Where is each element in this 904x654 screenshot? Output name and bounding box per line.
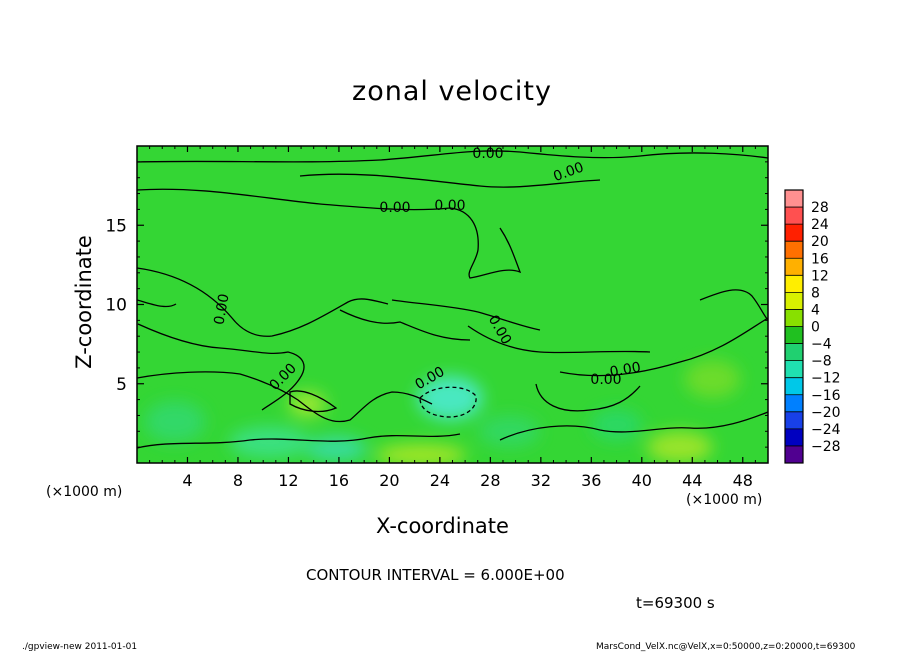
contour-line [137,267,389,337]
x-axis-unit-right: (×1000 m) [686,492,763,508]
colorbar-label: −28 [811,439,841,455]
colorbar-label: −20 [811,405,841,421]
colorbar-label: 8 [811,285,820,301]
x-tick-label: 24 [430,471,450,490]
contour-line [391,299,541,331]
colorbar-label: −16 [811,388,841,404]
x-axis-label: X-coordinate [376,514,509,538]
x-axis: 4 8 12 16 20 24 28 32 36 40 44 48 [149,146,756,490]
x-tick-label: 12 [278,471,298,490]
field-anomaly [684,359,741,399]
colorbar-swatch [785,445,803,464]
time-label: t=69300 s [636,594,715,612]
x-tick-label: 16 [329,471,349,490]
contour-line [137,371,433,423]
contour-lines [137,150,768,449]
colorbar-label: 4 [811,302,820,318]
field-anomaly [417,375,483,421]
colorbar-swatch [785,309,803,327]
field-anomaly [375,443,467,463]
colorbar-label: 20 [811,234,829,250]
colorbar-swatch [785,360,803,378]
colorbar-swatch [785,394,803,413]
colorbar-label: 0 [811,320,820,336]
field-anomaly [144,401,206,443]
field-anomaly [229,426,310,459]
colorbar-swatch [785,377,803,396]
contour-label: 0.00 [211,293,232,326]
contour-label: 0.00 [609,359,642,380]
x-tick-label: 8 [233,471,243,490]
x-axis-unit-left: (×1000 m) [46,484,123,500]
contour-line [699,289,768,321]
contour-line [289,390,338,413]
y-tick-label: 15 [105,216,127,236]
footer-data-source: MarsCond_VelX.nc@VelX,x=0:50000,z=0:2000… [596,642,856,652]
contour-line [137,299,177,308]
contour-line [559,317,768,377]
field-anomaly [646,431,713,463]
y-tick-label: 10 [105,296,127,316]
colorbar-label: −12 [811,371,841,387]
x-tick-label: 44 [682,471,702,490]
colorbar-swatch [785,241,803,259]
colorbar-swatch [785,224,803,242]
colorbar-swatch [785,258,803,276]
field-anomaly [479,415,540,448]
contour-line [467,325,651,354]
contour-label: 0.00 [590,372,621,388]
x-tick-label: 28 [480,471,500,490]
contour-line [137,188,522,279]
field-anomaly [288,391,327,418]
contour-line [299,173,601,188]
y-axis-label: Z-coordinate [72,235,96,369]
colorbar-swatch [785,190,803,208]
colorbar-label: −8 [811,354,832,370]
contour-line [339,309,471,341]
contour-line [419,386,477,418]
x-tick-label: 4 [182,471,192,490]
x-tick-label: 20 [379,471,399,490]
field-anomaly [306,436,367,462]
velocity-field [144,359,741,463]
y-axis: 5 10 15 [105,161,768,448]
contour-label: 0.00 [379,200,410,216]
y-tick-label: 5 [116,375,127,395]
contour-label: 0.00 [472,146,503,162]
contour-line [137,433,461,449]
colorbar-label: 12 [811,268,829,284]
x-tick-label: 48 [733,471,753,490]
contour-line [499,411,768,441]
x-tick-label: 32 [531,471,551,490]
x-tick-label: 36 [581,471,601,490]
contour-line [137,323,305,411]
colorbar-swatch [785,326,803,344]
field-anomaly [591,409,642,441]
contour-line [137,150,768,163]
chart-title: zonal velocity [352,76,552,107]
contour-label: 0.00 [434,198,465,214]
colorbar-swatch [785,275,803,293]
colorbar-swatch [785,292,803,310]
colorbar-label: −4 [811,337,832,353]
x-tick-label: 40 [632,471,652,490]
colorbar-label: 16 [811,251,829,267]
colorbar-swatch [785,411,803,430]
footer-program-date: ./gpview-new 2011-01-01 [22,642,138,652]
colorbar-label: 28 [811,200,829,216]
contour-line [535,383,641,412]
contour-interval-label: CONTOUR INTERVAL = 6.000E+00 [306,566,565,584]
colorbar-swatch [785,428,803,447]
colorbar-label: −24 [811,422,841,438]
colorbar-swatch [785,207,803,225]
colorbar-swatch [785,343,803,361]
colorbar-label: 24 [811,217,829,233]
